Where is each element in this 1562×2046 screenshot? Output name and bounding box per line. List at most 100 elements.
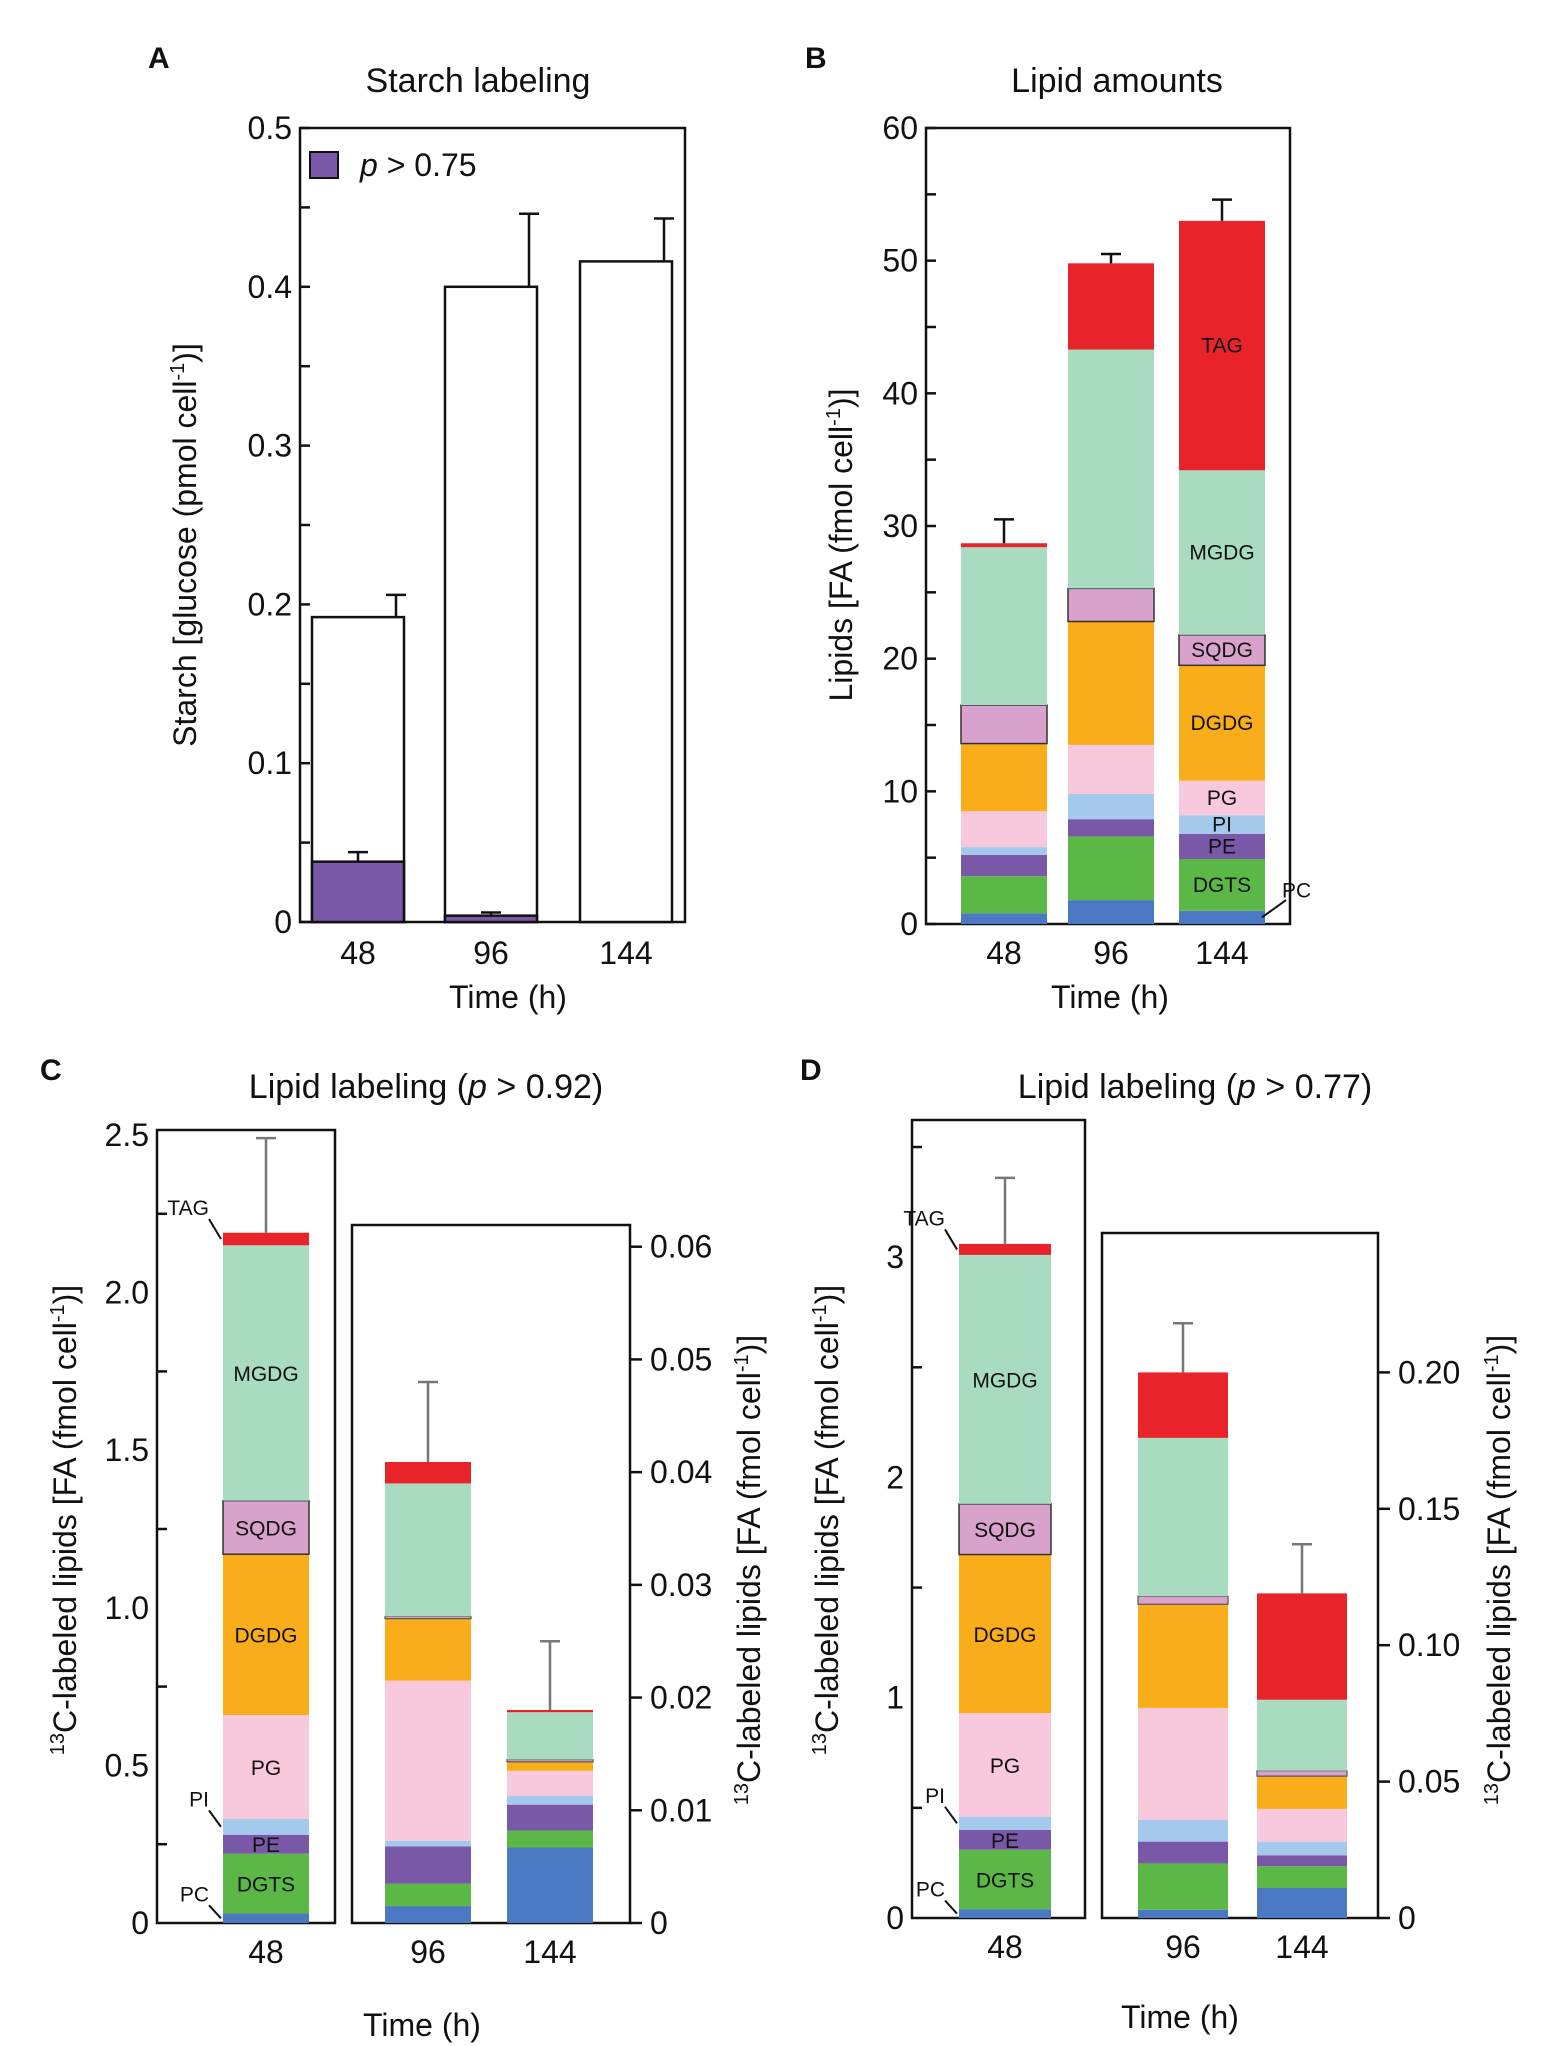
panel-d-leader-pi [944,1806,958,1824]
panel-b-bar-96-mgdg [1068,349,1154,589]
panel-c-bar-144-pg [507,1770,593,1796]
panel-c-xlabel: Time (h) [363,2007,481,2043]
panel-letter-d: D [800,1054,822,1087]
panel-b-seglabel-pi: PI [1212,814,1232,837]
panel-b-bar-48-pe [961,855,1047,877]
panel-a-xlabel: Time (h) [449,979,567,1015]
panel-c-seglabel-callout-pc: PC [180,1883,209,1906]
panel-d-bar-96-dgts [1138,1863,1228,1910]
panel-b-ylabel: Lipids [FA (fmol cell-1)] [823,389,859,702]
panel-c-seglabel-pg: PG [251,1757,281,1780]
panel-b-seglabel-mgdg: MGDG [1189,542,1254,565]
panel-a-ylabel: Starch [glucose (pmol cell-1)] [167,343,203,747]
panel-a-error-labeled-48 [348,850,368,862]
panel-c-bar-144-dgts [507,1830,593,1848]
panel-a-bar-total-144 [578,260,674,924]
panel-b-seglabel-dgts: DGTS [1193,874,1251,897]
panel-b-seglabel-sqdg: SQDG [1191,639,1253,662]
panel-b-bar-48-pc [961,913,1047,924]
panel-d-bar-48-dgts [959,1849,1051,1910]
panel-c-yleft-ticklabel-0-5: 0.5 [105,1747,149,1783]
panel-d-bar-96-pi [1138,1819,1228,1842]
panel-d-seglabel-dgts: DGTS [976,1869,1034,1892]
panel-c-right-frame [350,1223,632,1925]
panel-b-bar-96-dgts [1068,836,1154,901]
panel-a-y-ticklabel-0: 0 [274,904,292,940]
panel-d-xtick-96: 96 [1165,1929,1201,1965]
panel-b-y-ticklabel-10: 10 [882,773,918,809]
panel-d-seglabel-callout-pc: PC [916,1879,945,1902]
panel-d-bar-144-pc [1257,1887,1347,1918]
panel-b-bar-96-pc [1068,900,1154,924]
panel-d-yright-ticklabel-0: 0 [1398,1900,1416,1936]
panel-a-error-labeled-96 [481,911,501,916]
panel-d-leader-tag [944,1228,958,1250]
panel-b-bar-96-pg [1068,744,1154,794]
panel-c-bar-96-tag [385,1461,471,1484]
panel-d-bar-144-sqdg [1256,1770,1348,1777]
panel-c-bar-96-mgdg [385,1483,471,1617]
panel-b-seglabel-dgdg: DGDG [1191,712,1254,735]
panel-d-seglabel-callout-pi: PI [925,1785,945,1808]
panel-d-error-144 [1292,1543,1312,1594]
panel-d-bar-48-sqdg [958,1503,1052,1556]
panel-letter-a: A [148,42,170,75]
svg-text:13C-labeled lipids [FA (fmol c: 13C-labeled lipids [FA (fmol cell-1)] [731,1335,767,1805]
panel-c-yright-ticklabel-0-04: 0.04 [650,1454,712,1490]
panel-b-bar-48-pi [961,847,1047,856]
panel-d-seglabel-pg: PG [990,1755,1020,1778]
panel-d-bar-96-dgdg [1138,1604,1228,1708]
panel-b-bar-96-tag [1068,263,1154,350]
panel-c-bar-48-dgts [223,1853,309,1914]
panel-b-bar-48-sqdg [960,704,1048,745]
panel-b-bar-96-pi [1068,793,1154,820]
panel-a-y-ticklabel-0-3: 0.3 [248,428,292,464]
panel-c-bar-144-pe [507,1804,593,1831]
panel-b-bar-48-mgdg [961,547,1047,706]
panel-c-bar-144-pc [507,1847,593,1923]
panel-c-bar-48-mgdg [223,1245,309,1501]
svg-text:13C-labeled lipids [FA (fmol c: 13C-labeled lipids [FA (fmol cell-1)] [809,1285,845,1755]
panel-c-leader-tag [208,1218,222,1240]
panel-b-bar-48-dgdg [961,743,1047,812]
panel-c-bar-48-pg [223,1714,309,1819]
panel-b-xtick-144: 144 [1195,935,1248,971]
panel-a-y-ticklabel-0-1: 0.1 [248,745,292,781]
panel-d-yleft-ticklabel-1: 1 [886,1680,904,1716]
panel-a-bar-labeled-96 [443,914,539,924]
panel-a-y-ticklabel-0-5: 0.5 [248,110,292,146]
panel-d-bar-96-pg [1138,1707,1228,1820]
panel-b-xtick-96: 96 [1093,935,1129,971]
panel-c-leader-pc [208,1904,222,1919]
panel-c-seglabel-callout-tag: TAG [167,1197,209,1220]
panel-d-bar-48-pc [959,1909,1051,1918]
panel-a-y-ticklabel-0-4: 0.4 [248,269,292,305]
panel-b-y-ticklabel-30: 30 [882,508,918,544]
panel-c-yright-ticklabel-0-02: 0.02 [650,1680,712,1716]
panel-c-bar-96-dgts [385,1883,471,1907]
panel-c-bar-144-tag [507,1709,593,1713]
panel-c-yleft-ticklabel-2-0: 2.0 [105,1275,149,1311]
panel-a-error-144 [654,217,674,262]
panel-b-error-96 [1101,252,1121,264]
panel-d-bar-144-mgdg [1257,1699,1347,1771]
panel-d-seglabel-mgdg: MGDG [972,1369,1037,1392]
panel-c-xtick-96: 96 [410,1934,446,1970]
panel-b-y-ticklabel-60: 60 [882,110,918,146]
panel-c-bar-96-pi [385,1840,471,1847]
panel-c-yright-ticklabel-0: 0 [650,1905,668,1941]
panel-c-bar-48-tag [223,1232,309,1246]
panel-b-bar-96-sqdg [1067,587,1155,623]
panel-c: C Lipid labeling (p > 0.92) Time (h) 13C… [40,1054,767,2043]
panel-c-yright-ticklabel-0-06: 0.06 [650,1229,712,1265]
panel-d: D Lipid labeling (p > 0.77) Time (h) 13C… [800,1054,1517,2035]
panel-b-seglabel-pe: PE [1208,835,1236,858]
panel-c-seglabel-callout-pi: PI [189,1788,209,1811]
panel-d-bar-96-pe [1138,1841,1228,1864]
panel-c-xtick-48: 48 [248,1934,284,1970]
panel-c-bar-96-pe [385,1846,471,1884]
panel-a-bar-total-96 [443,285,539,924]
panel-a: A Starch labeling Time (h) Starch [gluco… [148,42,687,1015]
panel-b-seglabel-tag: TAG [1201,335,1243,358]
